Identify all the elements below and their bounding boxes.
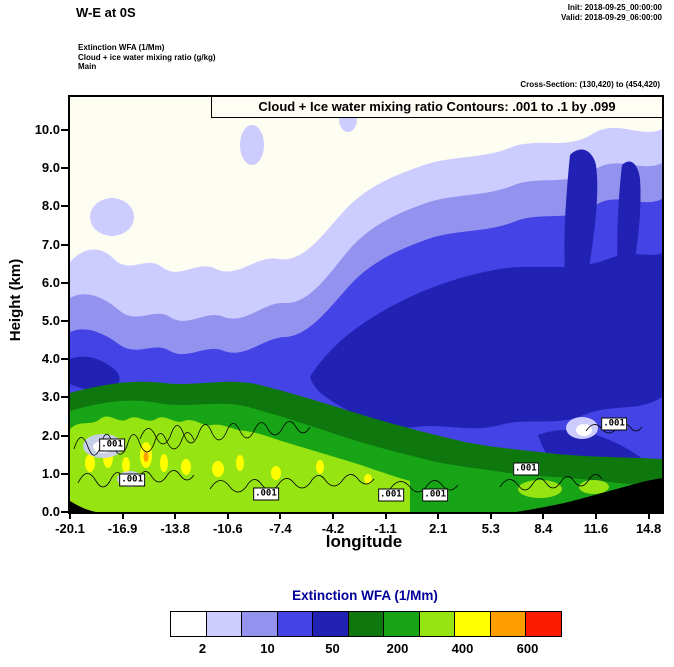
x-tick-mark	[69, 512, 71, 519]
contour-plot-canvas	[70, 97, 662, 512]
field-line-domain: Main	[78, 62, 97, 71]
x-tick-mark	[226, 512, 229, 519]
x-tick-label: -20.1	[55, 521, 85, 536]
y-tick-label: 1.0	[41, 465, 60, 481]
x-tick-mark	[332, 512, 334, 519]
x-tick-label: 11.6	[583, 521, 609, 536]
colorbar-cell	[313, 612, 349, 636]
x-tick-mark	[489, 512, 492, 519]
y-tick-label: 10.0	[34, 122, 60, 137]
x-tick-label: 5.3	[481, 521, 500, 536]
valid-time: Valid: 2018-09-29_06:00:00	[561, 13, 662, 22]
plot-area: Cloud + Ice water mixing ratio Contours:…	[7, 95, 664, 536]
y-tick-mark	[61, 243, 70, 246]
colorbar-labels: 2 10 50 200 400 600	[170, 641, 560, 656]
y-tick-mark	[61, 129, 70, 131]
y-tick-mark	[61, 205, 70, 208]
contour-info-box: Cloud + Ice water mixing ratio Contours:…	[211, 96, 663, 118]
y-tick-label: 0.0	[41, 504, 60, 519]
x-tick-mark	[384, 512, 387, 519]
y-tick-label: 7.0	[41, 236, 60, 252]
contour-label: .001	[119, 473, 145, 487]
y-tick-label: 5.0	[41, 313, 60, 328]
y-tick-mark	[61, 320, 70, 322]
contour-label: .001	[422, 488, 449, 502]
colorbar-cell	[242, 612, 278, 636]
y-tick-mark	[61, 434, 70, 437]
colorbar-cell	[419, 612, 456, 636]
y-tick-label: 8.0	[41, 198, 60, 214]
y-tick-label: 9.0	[41, 160, 60, 176]
colorbar-cell	[490, 612, 527, 636]
y-tick-label: 4.0	[41, 351, 60, 367]
contour-label: .001	[99, 438, 125, 452]
colorbar-title: Extinction WFA (1/Mm)	[292, 588, 438, 603]
x-tick-label: 8.4	[534, 521, 553, 536]
cross-section-label: Cross-Section: (130,420) to (454,420)	[520, 80, 660, 89]
x-tick-mark	[279, 512, 282, 519]
y-tick-mark	[61, 472, 70, 475]
colorbar-tick-label: 600	[516, 641, 539, 656]
terrain-silhouette-left	[70, 501, 96, 512]
contour-label: .001	[253, 487, 279, 501]
x-tick-label: 14.8	[635, 521, 662, 536]
y-tick-label: 6.0	[41, 274, 60, 290]
field-list: Extinction WFA (1/Mm) Cloud + ice water …	[78, 43, 216, 72]
colorbar-cell	[206, 612, 243, 636]
init-time: Init: 2018-09-25_00:00:00	[567, 3, 662, 12]
contour-label: .001	[601, 417, 627, 431]
x-axis-title: longitude	[325, 532, 403, 551]
colorbar-tick-label: 2	[198, 641, 207, 656]
field-line-extinction: Extinction WFA (1/Mm)	[78, 43, 165, 52]
contour-label: .001	[378, 488, 404, 502]
colorbar-cell	[455, 612, 491, 636]
colorbar-cell	[384, 612, 420, 636]
colorbar-cell	[526, 612, 562, 636]
y-tick-mark	[61, 511, 70, 513]
x-tick-label: -7.4	[269, 521, 292, 536]
x-tick-label: -10.6	[212, 521, 243, 536]
colorbar-cell	[348, 612, 385, 636]
x-tick-mark	[437, 512, 440, 519]
run-times: Init: 2018-09-25_00:00:00 Valid: 2018-09…	[561, 3, 662, 23]
x-tick-label: -4.2	[321, 521, 345, 536]
colorbar-tick-label: 50	[325, 641, 340, 656]
y-tick-mark	[61, 281, 70, 284]
colorbar-cell	[171, 612, 207, 636]
x-tick-mark	[542, 512, 545, 519]
x-tick-mark	[595, 512, 597, 519]
colorbar-cell	[277, 612, 314, 636]
terrain-silhouette	[516, 478, 662, 512]
y-axis-title: Height (km)	[7, 258, 24, 342]
x-tick-label: -1.1	[374, 521, 397, 536]
x-tick-mark	[647, 512, 650, 519]
field-line-cloud: Cloud + ice water mixing ratio (g/kg)	[78, 52, 216, 62]
colorbar-tick-label: 400	[451, 641, 474, 656]
x-tick-mark	[174, 512, 177, 519]
colorbar-tick-label: 10	[260, 641, 275, 656]
colorbar	[170, 611, 562, 637]
page-title: W-E at 0S	[76, 5, 136, 20]
y-tick-mark	[61, 396, 70, 399]
x-tick-mark	[121, 512, 124, 519]
x-tick-label: -16.9	[107, 521, 138, 536]
y-tick-label: 2.0	[41, 427, 60, 443]
y-tick-mark	[61, 167, 70, 170]
y-tick-mark	[61, 358, 70, 361]
y-tick-label: 3.0	[41, 389, 60, 405]
x-tick-label: 2.1	[429, 521, 448, 536]
contour-label: .001	[512, 462, 539, 476]
x-tick-label: -13.8	[160, 521, 190, 536]
colorbar-tick-label: 200	[386, 641, 409, 656]
